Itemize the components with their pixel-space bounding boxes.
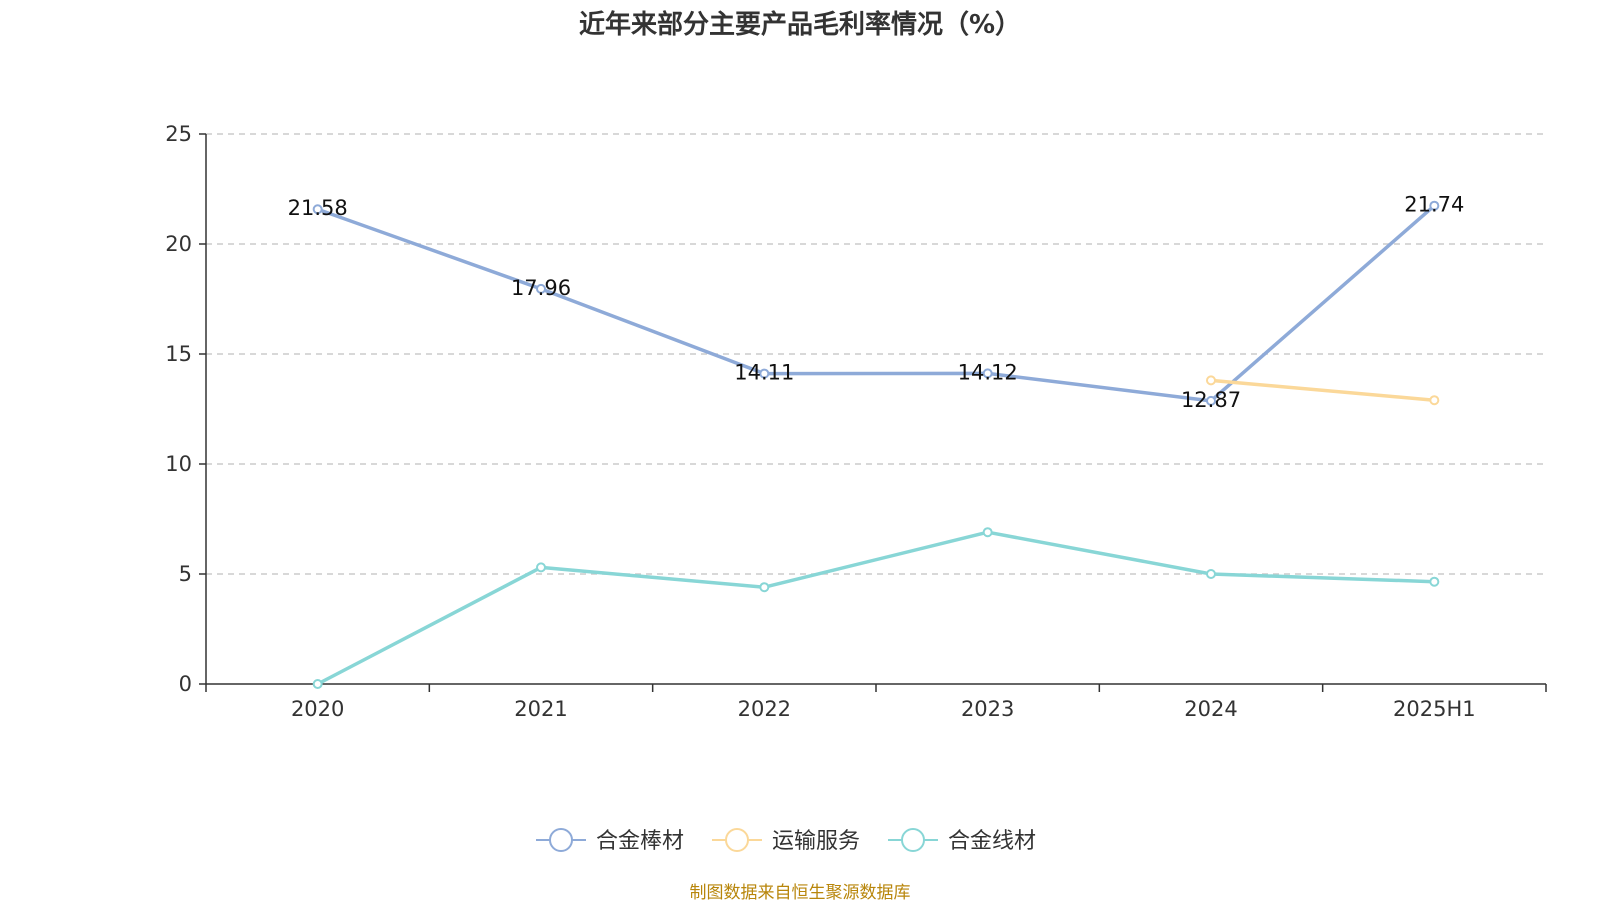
data-point bbox=[536, 562, 546, 573]
source-note: 制图数据来自恒生聚源数据库 bbox=[690, 883, 911, 900]
series-line bbox=[1210, 378, 1435, 402]
legend-item: 合金线材 bbox=[888, 828, 1036, 854]
data-label: 12.87 bbox=[1181, 388, 1241, 412]
data-point bbox=[1429, 395, 1440, 406]
series-3 bbox=[312, 527, 1440, 689]
y-tick-label: 25 bbox=[165, 122, 192, 146]
y-tick-label: 10 bbox=[165, 452, 192, 476]
x-tick-label: 2020 bbox=[291, 697, 344, 721]
series-2 bbox=[1206, 375, 1440, 406]
x-tick-label: 2025H1 bbox=[1393, 697, 1476, 721]
data-point bbox=[1429, 576, 1440, 587]
legend-label: 运输服务 bbox=[772, 829, 860, 854]
data-label: 17.96 bbox=[511, 276, 571, 300]
legend-marker bbox=[901, 828, 925, 852]
data-point bbox=[1206, 395, 1216, 406]
legend-marker bbox=[549, 828, 573, 852]
series-lines bbox=[312, 200, 1440, 689]
data-point bbox=[1429, 200, 1440, 211]
data-point bbox=[536, 283, 546, 294]
x-tick-label: 2021 bbox=[514, 697, 567, 721]
series-1 bbox=[312, 200, 1440, 406]
y-tick-label: 5 bbox=[179, 562, 192, 586]
y-tick-label: 0 bbox=[179, 672, 192, 696]
legend-marker bbox=[725, 828, 749, 852]
data-label: 14.12 bbox=[958, 360, 1018, 384]
series-line bbox=[316, 530, 1435, 686]
data-point bbox=[982, 527, 993, 538]
data-point bbox=[312, 679, 323, 689]
y-tick-label: 20 bbox=[165, 232, 192, 256]
grid-lines bbox=[206, 133, 1546, 575]
data-labels: 21.58 17.96 14.11 14.12 12.87 21.74 bbox=[288, 193, 1465, 412]
legend-label: 合金线材 bbox=[948, 829, 1036, 854]
legend-item: 合金棒材 bbox=[536, 828, 684, 854]
legend-item: 运输服务 bbox=[712, 828, 860, 854]
x-tick-label: 2023 bbox=[961, 697, 1014, 721]
data-point bbox=[759, 368, 770, 379]
data-point bbox=[1206, 569, 1216, 579]
data-label: 21.58 bbox=[288, 196, 348, 220]
data-point bbox=[759, 582, 770, 593]
data-label: 21.74 bbox=[1404, 193, 1464, 217]
data-point bbox=[312, 204, 323, 215]
series-line bbox=[317, 204, 1436, 403]
legend: 合金棒材 运输服务 合金线材 bbox=[536, 828, 1036, 854]
data-label: 14.11 bbox=[734, 361, 794, 385]
data-point bbox=[1206, 375, 1216, 386]
data-point bbox=[982, 368, 993, 379]
x-tick-label: 2024 bbox=[1184, 697, 1237, 721]
axes: 0 5 10 15 20 25 2020 2021 2022 2023 2024 2025H1 bbox=[165, 122, 1547, 721]
x-tick-label: 2022 bbox=[738, 697, 791, 721]
chart-title: 近年来部分主要产品毛利率情况（%） bbox=[579, 9, 1021, 40]
y-tick-label: 15 bbox=[165, 342, 192, 366]
legend-label: 合金棒材 bbox=[596, 829, 684, 854]
